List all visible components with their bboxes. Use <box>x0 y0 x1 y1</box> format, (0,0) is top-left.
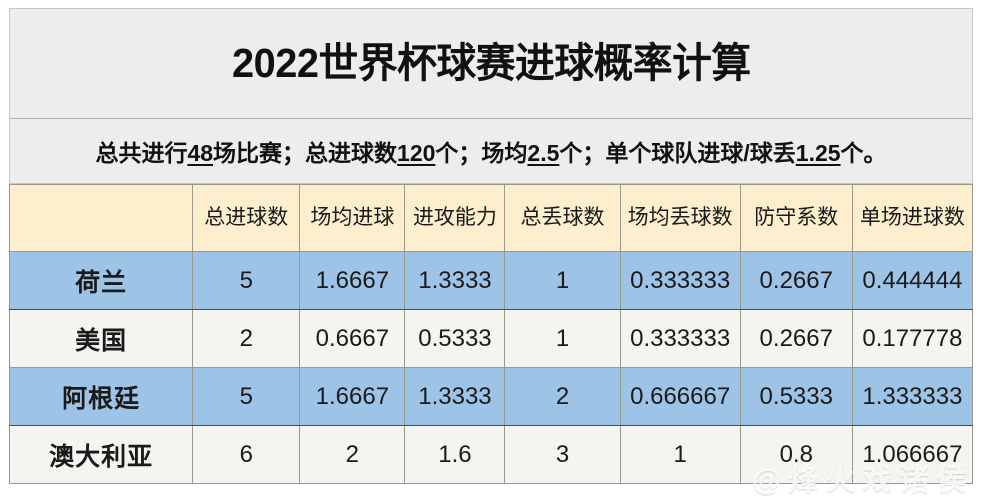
cell-total-goals[interactable]: 6 <box>192 425 301 484</box>
summary-band: 总共进行48场比赛；总进球数120个；场均2.5个；单个球队进球/球丢1.25个… <box>9 118 973 184</box>
column-header-total-goals[interactable]: 总进球数 <box>192 184 301 252</box>
cell-conceded-per-match[interactable]: 0.666667 <box>619 367 741 426</box>
cell-conceded-per-match[interactable]: 0.333333 <box>619 251 741 310</box>
cell-total-goals[interactable]: 2 <box>192 309 301 368</box>
table-header-row: 总进球数 场均进球 进攻能力 总丢球数 场均丢球数 防守系数 单场进球数 <box>8 184 974 252</box>
cell-single-match-goals[interactable]: 1.066667 <box>851 425 974 484</box>
column-header-defense-coefficient[interactable]: 防守系数 <box>739 184 853 252</box>
summary-segment-5: 个。 <box>840 140 887 166</box>
cell-single-match-goals[interactable]: 0.444444 <box>851 251 974 310</box>
cell-goals-per-match[interactable]: 0.6667 <box>299 309 406 368</box>
column-header-conceded-per-match[interactable]: 场均丢球数 <box>619 184 741 252</box>
cell-total-goals[interactable]: 5 <box>192 251 301 310</box>
cell-team-name[interactable]: 美国 <box>8 309 194 368</box>
column-header-team[interactable] <box>8 184 194 252</box>
cell-goals-per-match[interactable]: 2 <box>299 425 406 484</box>
cell-total-conceded[interactable]: 1 <box>504 251 621 310</box>
cell-conceded-per-match[interactable]: 0.333333 <box>619 309 741 368</box>
cell-team-name[interactable]: 阿根廷 <box>8 367 194 426</box>
cell-single-match-goals[interactable]: 0.177778 <box>851 309 974 368</box>
cell-defense-coefficient[interactable]: 0.2667 <box>739 251 853 310</box>
cell-goals-per-match[interactable]: 1.6667 <box>299 251 406 310</box>
summary-text: 总共进行48场比赛；总进球数120个；场均2.5个；单个球队进球/球丢1.25个… <box>95 134 886 168</box>
cell-total-conceded[interactable]: 3 <box>504 425 621 484</box>
cell-total-conceded[interactable]: 2 <box>504 367 621 426</box>
cell-conceded-per-match[interactable]: 1 <box>619 425 741 484</box>
stats-table: 总进球数 场均进球 进攻能力 总丢球数 场均丢球数 防守系数 单场进球数 荷兰 … <box>8 184 974 484</box>
cell-total-goals[interactable]: 5 <box>192 367 301 426</box>
total-matches-value: 48 <box>187 140 214 166</box>
cell-attack-power[interactable]: 0.5333 <box>404 309 506 368</box>
table-row[interactable]: 阿根廷 5 1.6667 1.3333 2 0.666667 0.5333 1.… <box>8 367 974 426</box>
column-header-goals-per-match[interactable]: 场均进球 <box>299 184 406 252</box>
cell-defense-coefficient[interactable]: 0.5333 <box>739 367 853 426</box>
cell-attack-power[interactable]: 1.3333 <box>404 251 506 310</box>
cell-team-name[interactable]: 荷兰 <box>8 251 194 310</box>
column-header-single-match-goals[interactable]: 单场进球数 <box>851 184 974 252</box>
cell-attack-power[interactable]: 1.6 <box>404 425 506 484</box>
cell-team-name[interactable]: 澳大利亚 <box>8 425 194 484</box>
column-header-total-conceded[interactable]: 总丢球数 <box>504 184 621 252</box>
cell-attack-power[interactable]: 1.3333 <box>404 367 506 426</box>
table-row[interactable]: 美国 2 0.6667 0.5333 1 0.333333 0.2667 0.1… <box>8 309 974 368</box>
cell-defense-coefficient[interactable]: 0.2667 <box>739 309 853 368</box>
average-goals-value: 2.5 <box>527 140 560 166</box>
summary-segment-2: 场比赛；总进球数 <box>213 140 398 166</box>
summary-segment-1: 总共进行 <box>95 140 188 166</box>
cell-single-match-goals[interactable]: 1.333333 <box>851 367 974 426</box>
table-row[interactable]: 澳大利亚 6 2 1.6 3 1 0.8 1.066667 <box>8 425 974 484</box>
page-title: 2022世界杯球赛进球概率计算 <box>231 40 751 86</box>
table-body: 荷兰 5 1.6667 1.3333 1 0.333333 0.2667 0.4… <box>8 251 974 484</box>
cell-total-conceded[interactable]: 1 <box>504 309 621 368</box>
cell-goals-per-match[interactable]: 1.6667 <box>299 367 406 426</box>
table-row[interactable]: 荷兰 5 1.6667 1.3333 1 0.333333 0.2667 0.4… <box>8 251 974 310</box>
cell-defense-coefficient[interactable]: 0.8 <box>739 425 853 484</box>
total-goals-value: 120 <box>397 140 436 166</box>
column-header-attack-power[interactable]: 进攻能力 <box>404 184 506 252</box>
per-team-goals-value: 1.25 <box>795 140 841 166</box>
title-banner: 2022世界杯球赛进球概率计算 <box>9 8 973 118</box>
summary-segment-4: 个；单个球队进球/球丢 <box>559 140 796 166</box>
summary-segment-3: 个；场均 <box>435 140 528 166</box>
